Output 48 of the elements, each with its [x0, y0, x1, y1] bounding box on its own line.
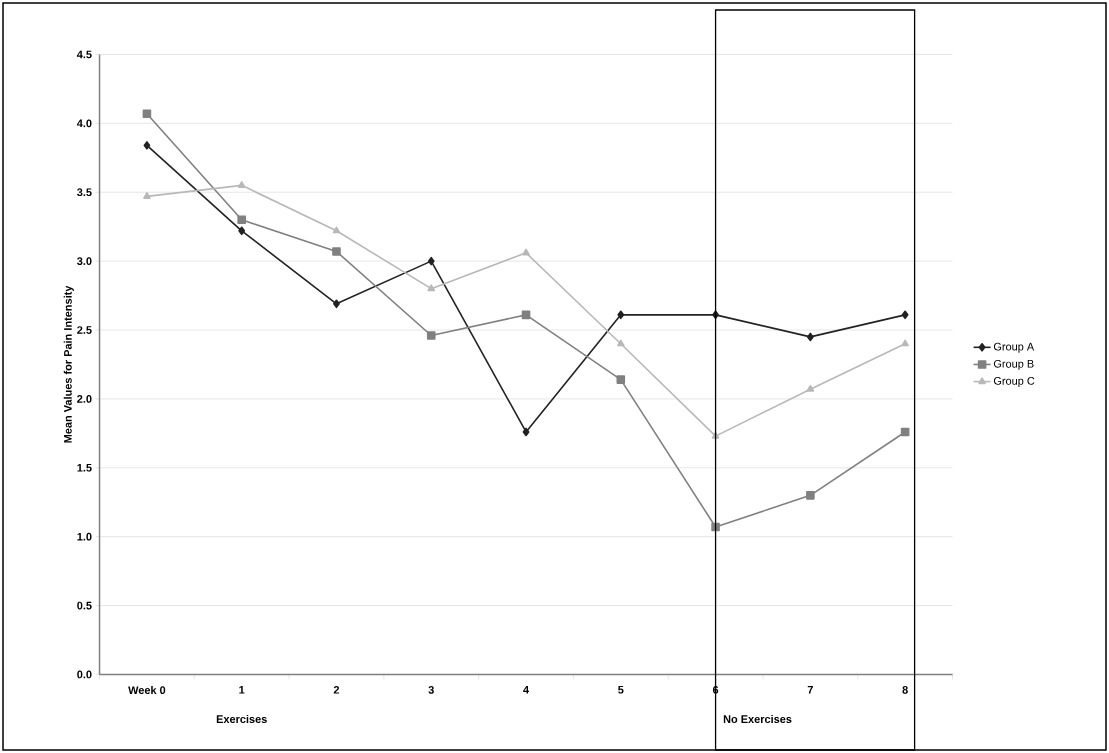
y-tick-label: 4.0 — [76, 119, 92, 128]
point — [806, 332, 814, 342]
legend-label: Group B — [993, 359, 1034, 370]
y-tick-label: 0.0 — [77, 670, 92, 679]
y-tick-label: 2.0 — [77, 395, 92, 403]
point — [616, 375, 626, 384]
x-tick-label: 7 — [807, 685, 813, 694]
y-tick-label: 1.5 — [77, 463, 92, 472]
point — [901, 339, 909, 347]
point — [426, 331, 436, 340]
point — [332, 226, 341, 234]
point — [521, 310, 531, 320]
x-tick-label: 8 — [902, 685, 908, 694]
x-tick-label: 4 — [523, 685, 530, 694]
x-tick-label: Week 0 — [128, 685, 166, 695]
point — [143, 192, 151, 199]
point — [806, 384, 815, 392]
point — [143, 141, 151, 150]
x-tick-label: 1 — [239, 685, 245, 694]
point — [901, 310, 909, 320]
legend-label: Group A — [993, 342, 1035, 353]
legend-label: Group C — [993, 377, 1035, 387]
point — [616, 339, 625, 347]
point — [617, 310, 625, 320]
point — [142, 109, 152, 118]
y-tick-label: 3.5 — [77, 188, 92, 197]
y-tick-label: 2.5 — [77, 326, 92, 334]
y-tick-label: 4.5 — [76, 50, 92, 59]
point — [522, 248, 530, 256]
point — [427, 284, 436, 292]
point — [427, 256, 435, 266]
x-tick-label: 3 — [428, 685, 434, 694]
point — [333, 299, 340, 309]
point — [237, 215, 246, 225]
y-tick-label: 0.5 — [77, 601, 92, 610]
point — [238, 226, 246, 236]
x-tick-label: 5 — [618, 685, 624, 694]
y-axis-title: Mean Values for Pain Intensity — [63, 285, 74, 443]
text: Exercises — [216, 714, 267, 724]
y-tick-label: 3.0 — [77, 257, 92, 266]
point — [332, 247, 341, 256]
point — [806, 491, 815, 500]
text: No Exercises — [723, 714, 792, 724]
point — [237, 181, 246, 188]
x-tick-label: 2 — [333, 685, 340, 694]
point — [522, 427, 530, 437]
point — [900, 427, 910, 437]
y-tick-label: 1.0 — [77, 532, 92, 541]
